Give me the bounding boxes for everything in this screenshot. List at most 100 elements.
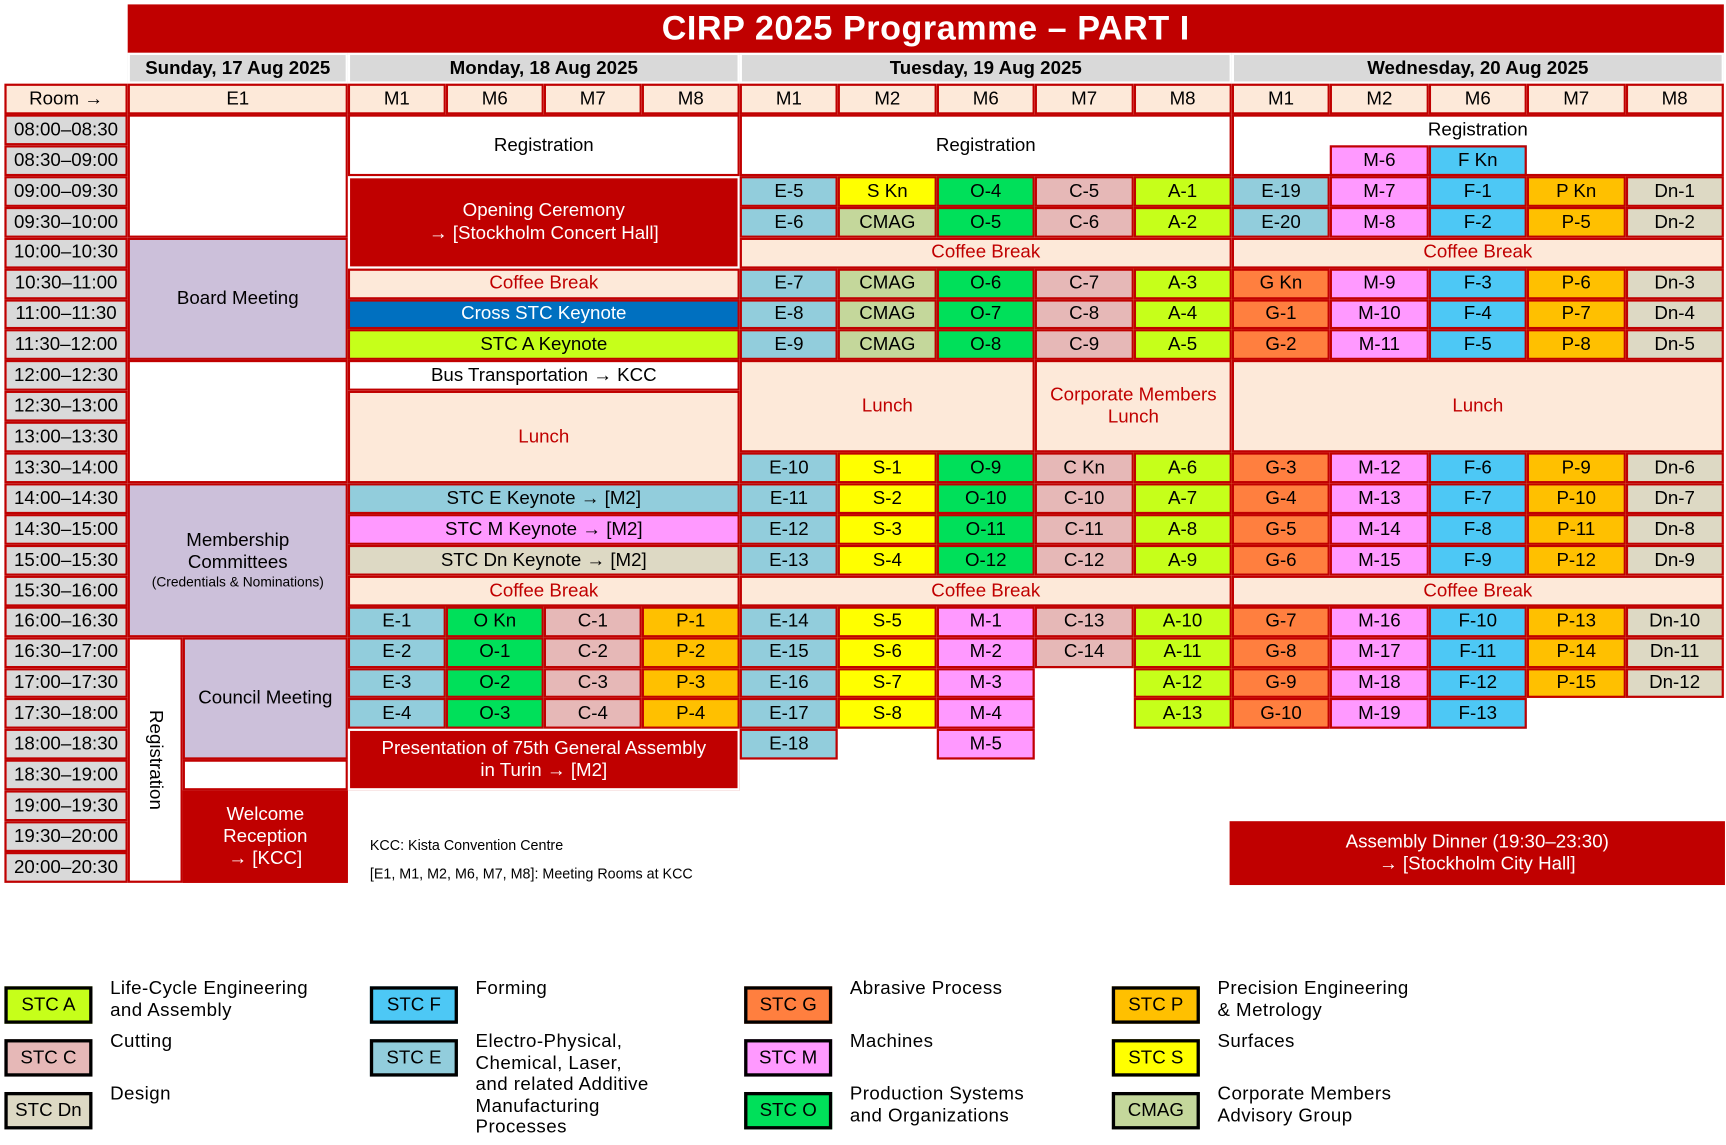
time-slot: 18:30–19:00 (4, 759, 128, 791)
legend-swatch: STC S (1111, 1039, 1200, 1077)
session-o-5: O-5 (936, 206, 1035, 238)
session-presentation-of-75th-general-assembly: Presentation of 75th General Assembly in… (347, 729, 740, 791)
session-p-6-text: P-6 (1561, 272, 1591, 294)
session-e-4-text: E-4 (382, 702, 412, 724)
time-slot: 20:00–20:30 (4, 852, 128, 883)
room-header: M7 (1527, 83, 1626, 115)
time-slot: 14:00–14:30 (4, 483, 128, 515)
session-stc-dn-keynote-m2: STC Dn Keynote → [M2] (347, 544, 740, 576)
time-slot-text: 08:00–08:30 (14, 118, 119, 140)
rooms-note: [E1, M1, M2, M6, M7, M8]: Meeting Rooms … (369, 865, 693, 882)
session-opening-ceremony: Opening Ceremony → [Stockholm Concert Ha… (347, 175, 740, 269)
session-f-7: F-7 (1428, 483, 1528, 515)
session-a-13-text: A-13 (1162, 702, 1203, 724)
session-e-9-text: E-9 (774, 333, 804, 355)
session-a-10-text: A-10 (1162, 610, 1203, 632)
session-m-4-text: M-4 (969, 702, 1002, 724)
legend-label: Electro-Physical, Chemical, Laser, and r… (475, 1030, 649, 1138)
day-header-text: Tuesday, 19 Aug 2025 (889, 57, 1082, 78)
session-corporate-members-text: Corporate Members Lunch (1050, 384, 1217, 428)
session-a-5: A-5 (1133, 329, 1232, 361)
session-a-8-text: A-8 (1168, 518, 1198, 540)
session-m-12-text: M-12 (1358, 456, 1401, 478)
session-s-3-text: S-3 (872, 518, 902, 540)
session-registration: Registration (739, 114, 1232, 176)
session-e-15-text: E-15 (769, 641, 809, 662)
legend-swatch: STC O (744, 1091, 833, 1130)
room-header-text: M7 (1563, 87, 1590, 109)
session-welcome: Welcome Reception → [KCC] (182, 790, 348, 883)
session-o-8: O-8 (936, 329, 1035, 361)
session-f-1-text: F-1 (1463, 180, 1492, 201)
session-cmag: CMAG (838, 268, 937, 299)
page-title-text: CIRP 2025 Programme – PART I (661, 9, 1190, 48)
session-dn-8-text: Dn-8 (1654, 518, 1695, 540)
session-board-meeting: Board Meeting (127, 237, 348, 361)
session-dn-11-text: Dn-11 (1649, 641, 1700, 662)
session-f-kn-text: F Kn (1458, 149, 1498, 171)
session-c-4: C-4 (543, 698, 642, 730)
session-p-12-text: P-12 (1556, 548, 1596, 570)
session-e-7: E-7 (739, 268, 839, 299)
legend-swatch: STC P (1111, 986, 1200, 1024)
room-header: M7 (1034, 83, 1134, 115)
session-stc-m-keynote-m2-text: STC M Keynote → [M2] (444, 518, 643, 540)
session-e-13-text: E-13 (769, 548, 809, 570)
session-p-8-text: P-8 (1561, 333, 1591, 355)
session-e-20-text: E-20 (1261, 210, 1301, 232)
session-m-15-text: M-15 (1358, 548, 1401, 570)
session-e-3: E-3 (347, 667, 446, 699)
room-header: M8 (1625, 83, 1724, 115)
session-c-kn: C Kn (1034, 452, 1134, 484)
session-e-15: E-15 (739, 636, 839, 668)
session-e-5: E-5 (739, 175, 839, 207)
session-dn-6: Dn-6 (1625, 452, 1724, 484)
legend-label: Forming (475, 977, 548, 999)
assembly-dinner-text: Assembly Dinner (19:30–23:30) → [Stockho… (1345, 830, 1609, 875)
room-header: M6 (1428, 83, 1528, 115)
session-o-12: O-12 (936, 544, 1035, 576)
session-m-1-text: M-1 (969, 610, 1002, 632)
session-p-15-text: P-15 (1556, 671, 1596, 693)
session-o-8-text: O-8 (970, 333, 1002, 355)
session-m-11: M-11 (1330, 329, 1429, 361)
session-m-8: M-8 (1330, 206, 1429, 238)
session-o-4: O-4 (936, 175, 1035, 207)
time-slot-text: 10:00–10:30 (14, 241, 119, 263)
session-f-3: F-3 (1428, 268, 1528, 299)
session-o-3-text: O-3 (479, 702, 511, 724)
legend-swatch: STC E (369, 1039, 458, 1077)
schedule-grid: CIRP 2025 Programme – PART I Sunday, 17 A… (4, 4, 1725, 886)
time-slot-text: 16:30–17:00 (14, 641, 119, 662)
session-m-17-text: M-17 (1358, 641, 1401, 662)
session-m-3: M-3 (936, 667, 1035, 699)
session-lunch: Lunch (347, 391, 740, 484)
session-g-4: G-4 (1231, 483, 1331, 515)
room-header-text: M8 (1661, 87, 1688, 109)
room-header: M2 (1330, 83, 1429, 115)
session-cmag: CMAG (838, 329, 937, 361)
room-header-text: E1 (226, 87, 250, 109)
room-header-text: M2 (874, 87, 901, 109)
session-f-9-text: F-9 (1463, 548, 1492, 570)
session-c-1-text: C-1 (577, 610, 608, 632)
session-p-14: P-14 (1527, 636, 1626, 668)
room-header: M7 (543, 83, 642, 115)
session-m-6: M-6 (1330, 145, 1429, 176)
session-s-kn: S Kn (838, 175, 937, 207)
session-welcome-text: Welcome Reception → [KCC] (223, 803, 308, 869)
session-lunch: Lunch (739, 360, 1035, 453)
session-m-16: M-16 (1330, 606, 1429, 637)
legend-swatch: STC M (744, 1039, 833, 1077)
day-header-text: Monday, 18 Aug 2025 (449, 57, 638, 78)
session-f-10: F-10 (1428, 606, 1528, 637)
session-cmag-text: CMAG (859, 333, 916, 355)
session-a-9: A-9 (1133, 544, 1232, 576)
session-m-14-text: M-14 (1358, 518, 1401, 540)
session-p-13-text: P-13 (1556, 610, 1596, 632)
session-c-12: C-12 (1034, 544, 1134, 576)
legend-label: Production Systems and Organizations (849, 1083, 1025, 1126)
session-dn-2: Dn-2 (1625, 206, 1724, 238)
time-slot-text: 14:30–15:00 (14, 518, 119, 540)
session-e-16-text: E-16 (769, 671, 809, 693)
